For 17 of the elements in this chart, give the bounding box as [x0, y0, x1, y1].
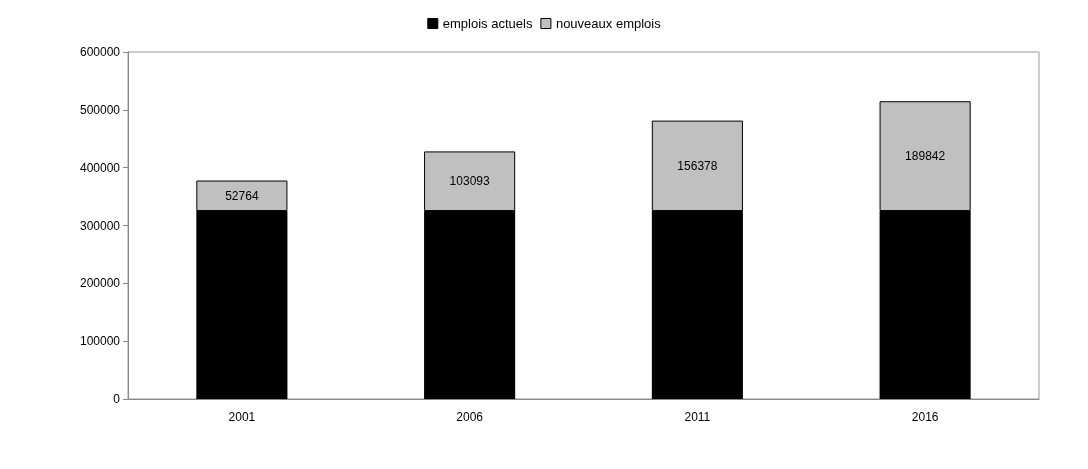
- legend-label: emplois actuels: [442, 16, 533, 31]
- data-label: 52764: [225, 188, 259, 203]
- data-label: 156378: [677, 158, 718, 173]
- x-tick-label: 2006: [456, 410, 484, 424]
- x-tick-label: 2011: [684, 410, 711, 424]
- x-tick-label: 2001: [228, 410, 256, 424]
- y-tick-label: 600000: [79, 45, 121, 59]
- y-tick-label: 200000: [79, 276, 121, 291]
- y-tick-label: 100000: [79, 334, 121, 349]
- legend-label: nouveaux emplois: [555, 16, 662, 31]
- data-label: 103093: [449, 174, 490, 189]
- y-tick-label: 300000: [79, 218, 121, 233]
- data-label: 189842: [905, 149, 946, 164]
- y-tick-label: 400000: [79, 160, 121, 175]
- y-tick-label: 500000: [79, 102, 121, 117]
- y-tick-label: 0: [113, 392, 121, 406]
- x-tick-label: 2016: [911, 410, 939, 424]
